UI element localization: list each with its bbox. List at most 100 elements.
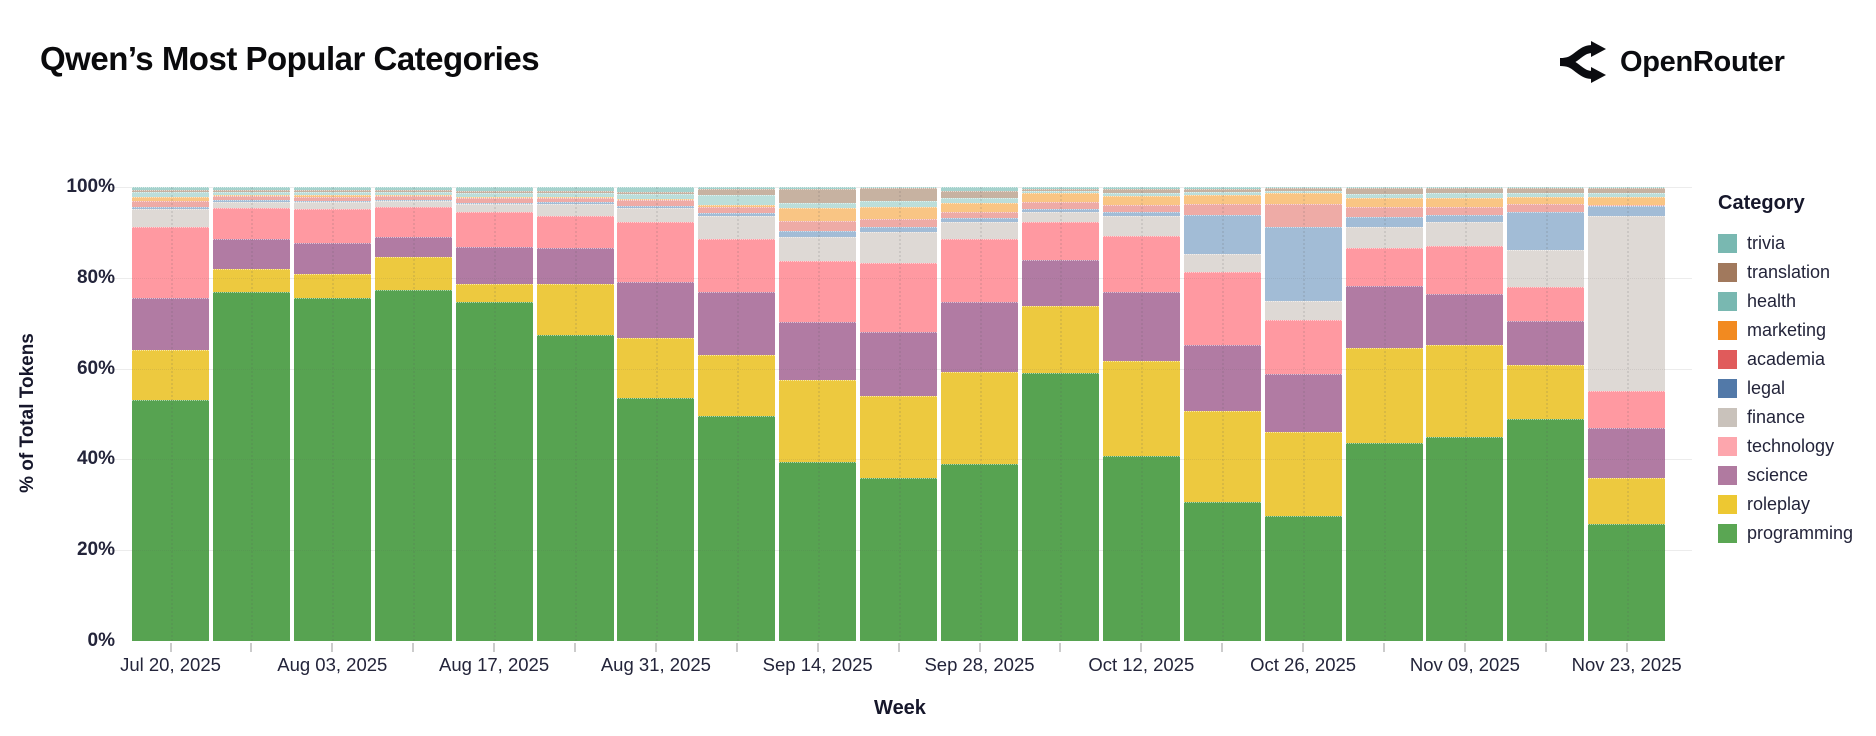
bar-segment-technology[interactable] [860,262,938,332]
bar-segment-programming[interactable] [1507,419,1585,641]
bar-segment-roleplay[interactable] [1183,410,1261,502]
bar-segment-translation[interactable] [1507,188,1585,193]
bar-segment-legal[interactable] [212,200,290,202]
bar-segment-translation[interactable] [1426,188,1504,193]
bar-segment-technology[interactable] [1183,271,1261,345]
bar-segment-health[interactable] [1021,190,1099,193]
bar-segment-trivia[interactable] [1588,187,1666,189]
bar-segment-health[interactable] [293,191,371,196]
bar-segment-translation[interactable] [941,190,1018,199]
bar-segment-translation[interactable] [1345,188,1423,194]
bar-segment-legal[interactable] [779,230,857,237]
bar-segment-roleplay[interactable] [779,380,857,462]
bar-segment-translation[interactable] [1588,188,1666,193]
bar-segment-academia[interactable] [1264,204,1342,227]
bar-segment-programming[interactable] [132,400,209,641]
bar-segment-translation[interactable] [212,189,290,192]
bar-segment-trivia[interactable] [212,187,290,190]
bar-segment-trivia[interactable] [1264,187,1342,189]
bar-segment-health[interactable] [1345,193,1423,198]
bar-segment-science[interactable] [779,321,857,381]
bar-segment-technology[interactable] [374,206,452,238]
bar-segment-academia[interactable] [1588,204,1666,207]
bar-segment-trivia[interactable] [1183,187,1261,189]
bar-segment-marketing[interactable] [455,197,533,199]
bar-segment-health[interactable] [617,194,695,199]
bar-segment-academia[interactable] [1507,203,1585,213]
bar-segment-health[interactable] [132,191,209,197]
bar-segment-academia[interactable] [941,212,1018,218]
bar-segment-technology[interactable] [455,211,533,247]
bar-segment-health[interactable] [536,192,614,197]
bar-segment-science[interactable] [860,331,938,397]
bar-segment-translation[interactable] [455,191,533,194]
bar-segment-technology[interactable] [941,239,1018,302]
bar-segment-technology[interactable] [617,221,695,282]
bar-segment-academia[interactable] [1021,202,1099,210]
bar-segment-marketing[interactable] [698,205,776,207]
bar-segment-academia[interactable] [1183,203,1261,216]
bar-segment-science[interactable] [293,243,371,274]
bar-segment-legal[interactable] [455,202,533,205]
bar-segment-programming[interactable] [455,302,533,641]
bar-segment-academia[interactable] [1426,207,1504,216]
bar-segment-trivia[interactable] [1345,187,1423,189]
bar-segment-programming[interactable] [212,291,290,641]
bar-segment-science[interactable] [1507,320,1585,365]
bar-segment-trivia[interactable] [374,187,452,190]
bar-segment-finance[interactable] [941,222,1018,240]
bar-segment-roleplay[interactable] [1102,361,1180,456]
bar-segment-finance[interactable] [617,208,695,222]
bar-segment-finance[interactable] [374,201,452,207]
bar-segment-programming[interactable] [860,478,938,641]
bar-segment-academia[interactable] [455,198,533,203]
bar-segment-academia[interactable] [860,218,938,227]
bar-segment-marketing[interactable] [617,198,695,201]
bar-segment-programming[interactable] [536,335,614,641]
bar-segment-finance[interactable] [1264,301,1342,320]
bar-segment-science[interactable] [212,238,290,269]
bar-segment-academia[interactable] [1102,205,1180,212]
bar-segment-programming[interactable] [1183,501,1261,641]
bar-segment-technology[interactable] [1102,236,1180,293]
bar-segment-legal[interactable] [698,212,776,216]
bar-segment-technology[interactable] [698,239,776,292]
bar-segment-roleplay[interactable] [293,273,371,298]
bar-segment-legal[interactable] [1021,209,1099,212]
bar-segment-health[interactable] [374,191,452,196]
bar-segment-roleplay[interactable] [860,396,938,479]
bar-segment-science[interactable] [1345,286,1423,348]
bar-segment-programming[interactable] [779,461,857,641]
bar-segment-academia[interactable] [698,206,776,213]
bar-segment-academia[interactable] [212,196,290,201]
bar-segment-finance[interactable] [132,209,209,228]
bar-segment-science[interactable] [455,246,533,284]
bar-segment-trivia[interactable] [132,187,209,190]
bar-segment-science[interactable] [698,291,776,356]
bar-segment-marketing[interactable] [536,196,614,198]
bar-segment-technology[interactable] [293,209,371,244]
bar-segment-science[interactable] [1264,373,1342,433]
bar-segment-legal[interactable] [1426,215,1504,222]
bar-segment-science[interactable] [374,237,452,258]
bar-segment-programming[interactable] [617,397,695,641]
bar-segment-roleplay[interactable] [1426,344,1504,437]
bar-segment-marketing[interactable] [212,194,290,197]
bar-segment-trivia[interactable] [698,187,776,189]
legend-item-technology[interactable]: technology [1718,432,1853,461]
bar-segment-trivia[interactable] [1021,187,1099,189]
bar-segment-finance[interactable] [1102,216,1180,237]
bar-segment-programming[interactable] [1021,373,1099,641]
bar-segment-health[interactable] [941,198,1018,203]
bar-segment-legal[interactable] [860,226,938,232]
bar-segment-academia[interactable] [1345,207,1423,218]
bar-segment-health[interactable] [455,193,533,198]
bar-segment-marketing[interactable] [1264,192,1342,205]
bar-segment-academia[interactable] [132,200,209,207]
bar-segment-roleplay[interactable] [1264,432,1342,516]
bar-segment-marketing[interactable] [1021,192,1099,203]
bar-segment-roleplay[interactable] [132,350,209,401]
bar-segment-trivia[interactable] [617,187,695,192]
bar-segment-marketing[interactable] [1183,194,1261,204]
bar-segment-technology[interactable] [1588,391,1666,429]
